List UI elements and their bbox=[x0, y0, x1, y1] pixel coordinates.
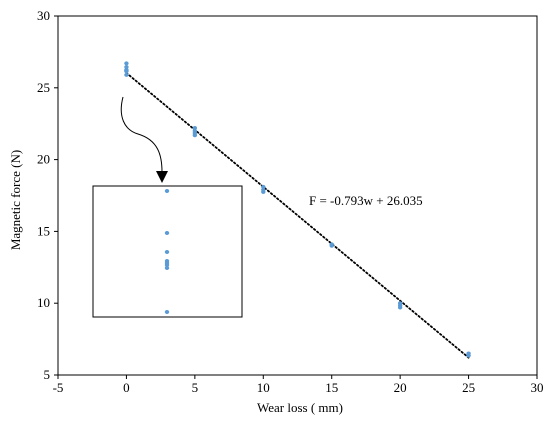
data-point bbox=[192, 126, 198, 131]
tick-labels-layer: -5 0 5 10 15 20 25 30 5 10 15 20 25 30 bbox=[37, 8, 544, 395]
x-tick-label: 0 bbox=[123, 380, 130, 395]
x-tick-label: -5 bbox=[53, 380, 64, 395]
plot-frame-layer bbox=[57, 15, 538, 376]
data-point bbox=[397, 305, 403, 310]
plot-frame bbox=[57, 15, 538, 376]
points-layer bbox=[124, 61, 471, 358]
inset-data-point bbox=[164, 266, 170, 270]
data-point bbox=[261, 184, 266, 189]
x-tick-label: 10 bbox=[257, 380, 270, 395]
trendline-equation: F = -0.793w + 26.035 bbox=[309, 193, 423, 208]
x-axis-title: Wear loss ( mm) bbox=[257, 400, 343, 415]
inset-data-point bbox=[164, 310, 170, 314]
y-tick-label: 30 bbox=[37, 8, 50, 23]
inset-data-point bbox=[164, 189, 170, 193]
data-point bbox=[124, 64, 129, 69]
inset-data-point bbox=[164, 231, 170, 235]
y-tick-label: 15 bbox=[37, 223, 50, 238]
ticks-layer bbox=[54, 15, 538, 379]
y-tick-label: 25 bbox=[37, 80, 50, 95]
inset-arrow-line bbox=[120, 96, 163, 173]
inset-data-point bbox=[164, 263, 170, 267]
y-tick-label: 20 bbox=[37, 152, 50, 167]
x-tick-label: 5 bbox=[192, 380, 199, 395]
x-tick-label: 30 bbox=[531, 380, 544, 395]
y-tick-label: 5 bbox=[44, 367, 51, 382]
trendline-layer bbox=[125, 72, 470, 359]
inset-data-point bbox=[164, 250, 170, 254]
data-point bbox=[124, 61, 129, 66]
y-tick-label: 10 bbox=[37, 295, 50, 310]
trendline bbox=[125, 72, 470, 359]
y-axis-title: Magnetic force (N) bbox=[8, 150, 23, 250]
data-point bbox=[466, 353, 471, 358]
x-tick-label: 25 bbox=[462, 380, 475, 395]
inset-layer bbox=[92, 96, 243, 318]
x-tick-label: 20 bbox=[394, 380, 407, 395]
data-point bbox=[329, 243, 334, 248]
inset-arrow-head bbox=[156, 171, 168, 183]
data-point bbox=[192, 133, 198, 138]
data-point bbox=[261, 189, 266, 194]
data-point bbox=[124, 69, 129, 74]
data-point bbox=[124, 72, 129, 77]
x-tick-label: 15 bbox=[325, 380, 338, 395]
